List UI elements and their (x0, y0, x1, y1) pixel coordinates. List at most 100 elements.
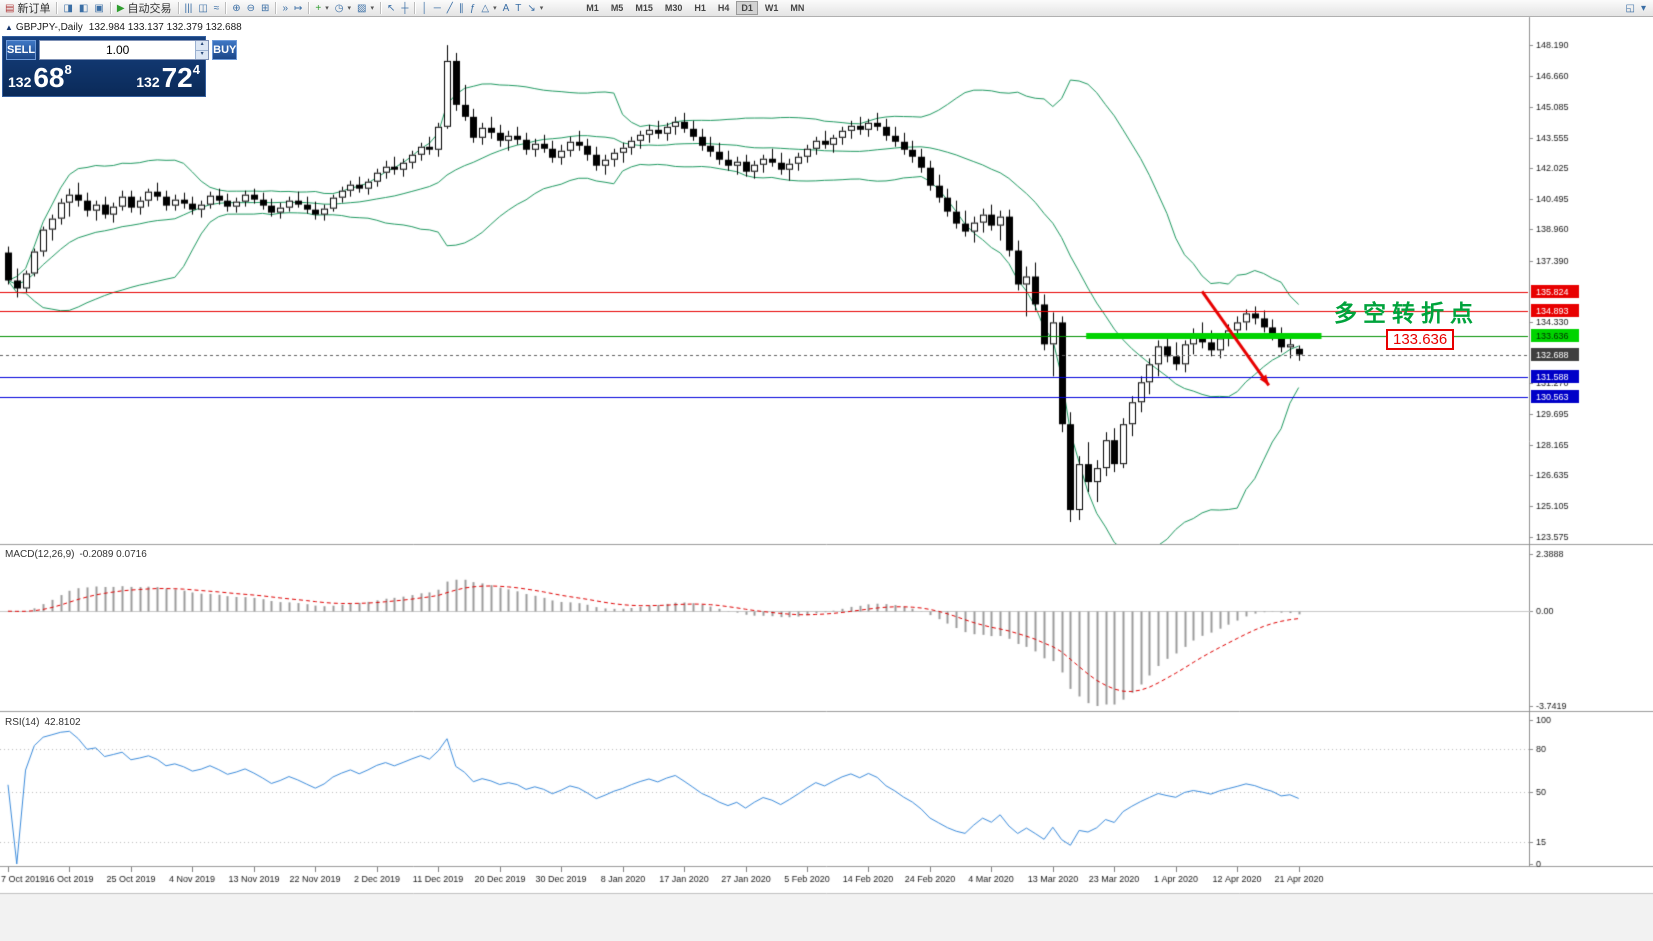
templates-icon: ▨ (357, 2, 367, 14)
arrows-button[interactable]: ↘ ▾ (524, 1, 546, 16)
volume-input[interactable] (40, 41, 196, 59)
horizontal-line-icon: ─ (433, 2, 441, 14)
data-window-icon: ◧ (78, 2, 89, 14)
symbol-name: GBPJPY-,Daily (15, 22, 83, 33)
tile-windows-icon: ⊞ (261, 2, 270, 14)
timeframe-w1-button[interactable]: W1 (764, 3, 779, 13)
templates-button[interactable]: ▨ ▾ (354, 1, 377, 16)
new-order-button[interactable]: ▤ 新订单 (2, 1, 53, 16)
trendline-icon: ╱ (446, 2, 453, 14)
label-icon: T (515, 2, 522, 14)
new-order-icon: ▤ (5, 2, 15, 14)
timeframe-m5-button[interactable]: M5 (610, 3, 624, 13)
macd-name: MACD(12,26,9) (5, 549, 75, 560)
volume-down-button[interactable]: ▾ (195, 49, 209, 59)
market-watch-button[interactable]: ◨ (60, 1, 75, 16)
toolbar-separator (275, 2, 277, 14)
sell-button[interactable]: SELL (6, 40, 37, 60)
volume-up-button[interactable]: ▴ (195, 41, 209, 50)
toolbar-separator (308, 2, 310, 14)
data-window-button[interactable]: ◧ (76, 1, 91, 16)
indicators-button[interactable]: + ▾ (312, 1, 331, 16)
chart-line-button[interactable]: ≈ (211, 1, 223, 16)
toolbar-separator (56, 2, 58, 14)
timeframe-h4-button[interactable]: H4 (717, 3, 730, 13)
chart-bars-button[interactable]: ||| (182, 1, 196, 16)
chart-bars-icon: ||| (184, 2, 193, 14)
periods-button[interactable]: ◷ ▾ (332, 1, 354, 16)
horizontal-line-button[interactable]: ─ (431, 1, 444, 16)
ask-price: 132724 (136, 62, 200, 92)
zoom-in-icon: ⊕ (232, 2, 241, 14)
one-click-trading-panel: SELL ▴ ▾ BUY 132688 132724 (2, 36, 238, 97)
auto-scroll-button[interactable]: » (279, 1, 291, 16)
autotrading-button[interactable]: ▶ 自动交易 (114, 1, 175, 16)
chart-shift-button[interactable]: ↦ (291, 1, 305, 16)
toolbar-separator (414, 2, 416, 14)
timeframe-m1-button[interactable]: M1 (586, 3, 599, 13)
toolbar-separator (225, 2, 227, 14)
trade-panel-controls: SELL ▴ ▾ BUY (6, 40, 238, 60)
bid-sup: 8 (64, 62, 72, 77)
shapes-icon: △ (481, 2, 490, 14)
dropdown-arrow-icon: ▾ (493, 5, 497, 12)
macd-indicator-label: MACD(12,26,9) -0.2089 0.0716 (5, 549, 152, 560)
tile-windows-button[interactable]: ⊞ (258, 1, 272, 16)
fibonacci-icon: ƒ (469, 2, 476, 14)
vertical-line-button[interactable]: │ (418, 1, 430, 16)
indicators-icon: + (315, 2, 322, 14)
timeframe-d1-button[interactable]: D1 (736, 1, 758, 15)
rsi-indicator-label: RSI(14) 42.8102 (5, 717, 86, 728)
zoom-out-button[interactable]: ⊖ (244, 1, 258, 16)
arrows-icon: ↘ (527, 2, 536, 14)
volume-spinner: ▴ ▾ (195, 41, 209, 59)
chart-candles-icon: ◫ (198, 2, 208, 14)
volume-control: ▴ ▾ (39, 40, 210, 60)
timeframe-m15-button[interactable]: M15 (635, 3, 653, 13)
chart-title: ▲ GBPJPY-,Daily 132.984 133.137 132.379 13… (5, 22, 242, 33)
timeframe-m30-button[interactable]: M30 (664, 3, 683, 13)
channel-button[interactable]: ∥ (456, 1, 467, 16)
toolbar-more-button[interactable]: ▾ (1638, 1, 1649, 16)
chart-shift-icon: ↦ (294, 2, 303, 14)
terminal-icon: ▣ (94, 2, 104, 14)
toolbar-right-group: ◱ ▾ (1623, 1, 1649, 16)
autotrading-icon: ▶ (116, 2, 125, 14)
chart-line-icon: ≈ (213, 2, 220, 14)
crosshair-button[interactable]: ┼ (398, 1, 411, 16)
trade-panel-prices: 132688 132724 (6, 60, 202, 92)
cursor-button[interactable]: ↖ (384, 1, 398, 16)
toolbar-separator (177, 2, 179, 14)
toolbar: ▤ 新订单 ◨ ◧ ▣ ▶ 自动交易 ||| ◫ ≈ ⊕ ⊖ ⊞» ↦ + ▾ ◷ ▾ ▨ ▾ ↖ ┼ │ ─ ╱ ∥ ƒ △ ▾ A T ↘… (0, 0, 1653, 17)
terminal-button[interactable]: ▣ (91, 1, 106, 16)
timeframe-mn-button[interactable]: MN (790, 3, 805, 13)
dropdown-arrow-icon: ▾ (370, 5, 374, 12)
auto-scroll-icon: » (282, 2, 288, 14)
bid-big: 68 (33, 62, 65, 93)
label-button[interactable]: T (512, 1, 524, 16)
buy-button[interactable]: BUY (212, 40, 238, 60)
fibonacci-button[interactable]: ƒ (467, 1, 479, 16)
vertical-line-icon: │ (421, 2, 428, 14)
chart-window-button[interactable]: ◱ (1623, 1, 1638, 16)
periods-icon: ◷ (334, 2, 344, 14)
one-click-toggle[interactable]: ▲ (5, 23, 13, 32)
zoom-in-button[interactable]: ⊕ (229, 1, 243, 16)
text-button[interactable]: A (500, 1, 513, 16)
text-icon: A (502, 2, 510, 14)
timeframe-bar: M1 M5 M15 M30 H1 H4 D1 W1 MN (580, 1, 810, 15)
autotrading-button-label: 自动交易 (127, 3, 172, 15)
rsi-name: RSI(14) (5, 717, 40, 728)
new-order-button-label: 新订单 (17, 3, 51, 15)
toolbar-more-icon: ▾ (1640, 2, 1646, 14)
shapes-button[interactable]: △ ▾ (478, 1, 499, 16)
zoom-out-icon: ⊖ (246, 2, 256, 14)
turning-point-annotation: 多空转折点 (1334, 300, 1479, 326)
timeframe-h1-button[interactable]: H1 (694, 3, 706, 13)
channel-icon: ∥ (458, 2, 464, 14)
trendline-button[interactable]: ╱ (444, 1, 456, 16)
dropdown-arrow-icon: ▾ (347, 5, 351, 12)
market-watch-icon: ◨ (63, 2, 73, 14)
chart-candles-button[interactable]: ◫ (195, 1, 210, 16)
